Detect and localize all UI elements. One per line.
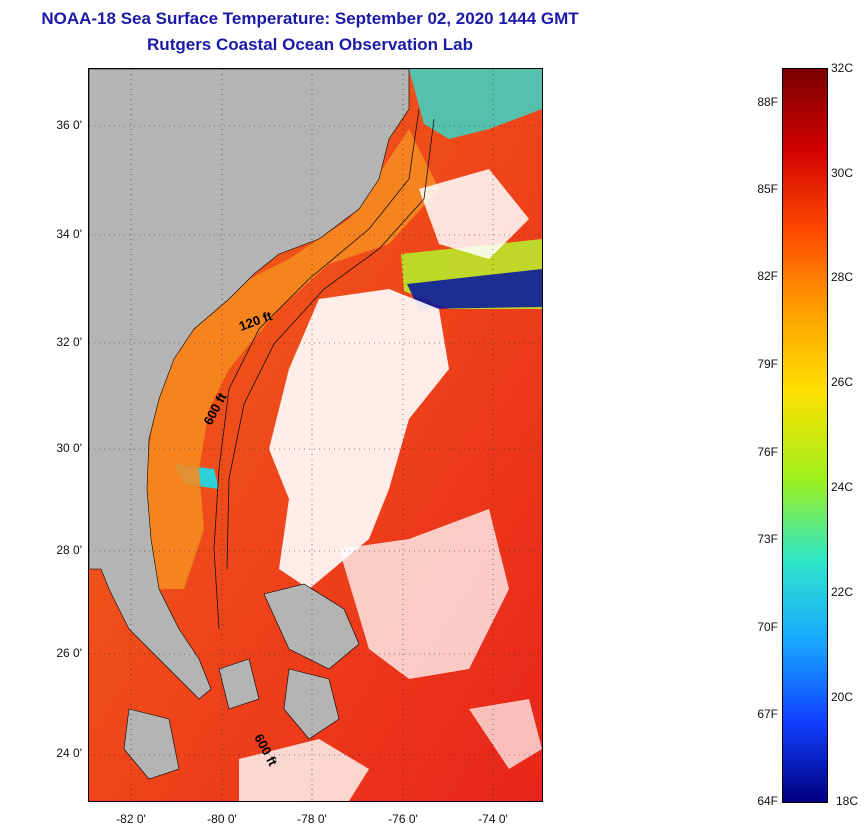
land-mass (89, 69, 410, 700)
lat-label: 36 0' (56, 118, 82, 132)
colorbar-celsius-label: 28C (831, 270, 854, 284)
cloud-cover (269, 289, 449, 589)
cloud-cover (339, 509, 509, 679)
lon-label: -82 0' (116, 812, 146, 826)
colorbar-celsius-label: 24C (831, 480, 854, 494)
temperature-colorbar (782, 68, 828, 803)
island (218, 658, 260, 710)
colorbar-fahrenheit-label: 82F (757, 269, 778, 283)
map-title: NOAA-18 Sea Surface Temperature: Septemb… (41, 9, 579, 28)
lat-label: 34 0' (56, 227, 82, 241)
colorbar-fahrenheit-label: 70F (757, 620, 778, 634)
shelf-water (144, 129, 439, 589)
colorbar-celsius-label: 22C (831, 585, 854, 599)
contour-line (226, 118, 435, 570)
lat-label: 32 0' (56, 335, 82, 349)
colorbar-celsius-label: 30C (831, 166, 854, 180)
colorbar-celsius-label: 26C (831, 375, 854, 389)
island (283, 668, 340, 740)
colorbar-fahrenheit-label: 88F (757, 95, 778, 109)
contour-line (213, 108, 420, 630)
cloud-cover (469, 699, 542, 769)
graticule (89, 69, 542, 801)
colorbar-fahrenheit-label: 76F (757, 445, 778, 459)
colorbar-fahrenheit-label: 85F (757, 182, 778, 196)
cool-water-patch (409, 69, 542, 139)
sst-map-canvas: 120 ft 600 ft 600 ft (89, 69, 542, 801)
cloud-cover (419, 169, 529, 259)
colorbar-fahrenheit-label: 79F (757, 357, 778, 371)
lat-label: 26 0' (56, 646, 82, 660)
cloud-cover (239, 739, 369, 801)
lon-label: -78 0' (297, 812, 327, 826)
colorbar-fahrenheit-label: 67F (757, 707, 778, 721)
lat-label: 30 0' (56, 441, 82, 455)
lon-label: -76 0' (388, 812, 418, 826)
lat-label: 24 0' (56, 746, 82, 760)
sst-map: 120 ft 600 ft 600 ft (88, 68, 543, 802)
lon-label: -80 0' (207, 812, 237, 826)
colorbar-celsius-label: 20C (831, 690, 854, 704)
colorbar-fahrenheit-label: 64F (757, 794, 778, 808)
lat-label: 28 0' (56, 543, 82, 557)
island (123, 708, 180, 780)
colorbar-fahrenheit-label: 73F (757, 532, 778, 546)
lon-label: -74 0' (478, 812, 508, 826)
colorbar-celsius-label: 32C (831, 61, 854, 75)
map-subtitle: Rutgers Coastal Ocean Observation Lab (147, 35, 473, 54)
island (263, 583, 360, 670)
cold-water-patch (407, 269, 542, 309)
colorbar-celsius-label: 18C (836, 794, 859, 808)
